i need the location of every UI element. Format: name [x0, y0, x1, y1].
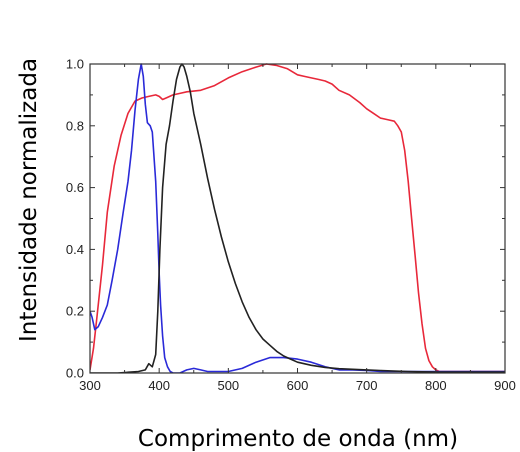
y-axis-title: Intensidade normalizada: [16, 58, 42, 342]
y-tick-label: 0.2: [66, 304, 84, 319]
series-line-2: [90, 63, 505, 373]
y-tick-label: 0.4: [66, 242, 84, 257]
y-tick-label: 0.0: [66, 366, 84, 381]
x-tick-label: 800: [425, 378, 447, 393]
x-axis-title: Comprimento de onda (nm): [138, 426, 458, 452]
y-tick-label: 0.6: [66, 180, 84, 195]
series-layer: [90, 63, 505, 373]
x-tick-label: 400: [148, 378, 170, 393]
x-tick-label: 600: [287, 378, 309, 393]
x-tick-label: 700: [356, 378, 378, 393]
tick-layer: 300 400 500 600 700 800 900 0.0 0.2 0.4 0.6 0.8 1.0: [66, 57, 516, 394]
y-tick-label: 1.0: [66, 57, 84, 72]
x-tick-label: 900: [494, 378, 516, 393]
series-line-3: [90, 63, 505, 373]
plot-frame: [89, 63, 506, 374]
x-tick-label: 300: [79, 378, 101, 393]
series-line-1: [90, 63, 505, 373]
y-tick-label: 0.8: [66, 118, 84, 133]
x-tick-label: 500: [217, 378, 239, 393]
